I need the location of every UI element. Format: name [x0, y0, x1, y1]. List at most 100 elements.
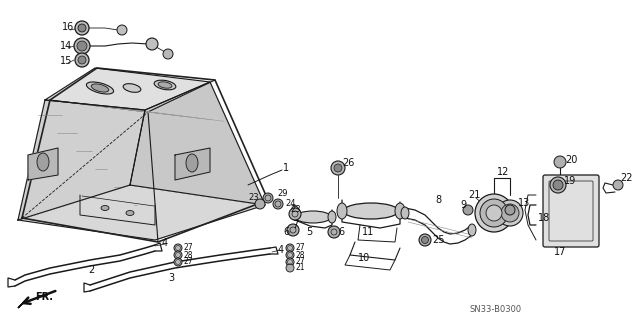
Text: 27: 27: [184, 257, 194, 266]
Text: 4: 4: [162, 238, 168, 248]
Ellipse shape: [101, 205, 109, 211]
Circle shape: [553, 180, 563, 190]
Polygon shape: [18, 100, 145, 220]
Circle shape: [163, 49, 173, 59]
Circle shape: [174, 244, 182, 252]
Polygon shape: [28, 148, 58, 180]
Ellipse shape: [486, 205, 502, 221]
Ellipse shape: [395, 203, 405, 219]
Polygon shape: [45, 68, 210, 110]
Ellipse shape: [37, 153, 49, 171]
Circle shape: [286, 251, 294, 259]
Circle shape: [334, 164, 342, 172]
Circle shape: [117, 25, 127, 35]
Ellipse shape: [328, 211, 336, 223]
Polygon shape: [175, 148, 210, 180]
Circle shape: [550, 177, 566, 193]
Ellipse shape: [92, 84, 109, 92]
Text: 28: 28: [296, 250, 305, 259]
Text: 23: 23: [248, 194, 259, 203]
Circle shape: [75, 53, 89, 67]
Circle shape: [505, 205, 515, 215]
Text: 21: 21: [468, 190, 481, 200]
Text: 29: 29: [277, 189, 287, 197]
Ellipse shape: [337, 203, 347, 219]
Text: 19: 19: [564, 176, 576, 186]
Ellipse shape: [291, 206, 299, 218]
Ellipse shape: [158, 82, 172, 88]
Circle shape: [75, 21, 89, 35]
Circle shape: [287, 224, 299, 236]
Text: 22: 22: [620, 173, 632, 183]
Text: 18: 18: [538, 213, 550, 223]
Text: 27: 27: [296, 243, 306, 253]
Polygon shape: [18, 185, 265, 240]
Text: 14: 14: [60, 41, 72, 51]
Text: 27: 27: [184, 243, 194, 253]
Ellipse shape: [86, 82, 113, 94]
Text: 10: 10: [358, 253, 371, 263]
Ellipse shape: [501, 204, 519, 222]
Circle shape: [263, 193, 273, 203]
Circle shape: [146, 38, 158, 50]
Circle shape: [419, 234, 431, 246]
Circle shape: [174, 251, 182, 259]
Ellipse shape: [295, 211, 331, 223]
Text: 26: 26: [342, 158, 355, 168]
Text: 21: 21: [296, 263, 305, 272]
Text: 20: 20: [565, 155, 577, 165]
Ellipse shape: [480, 199, 508, 227]
Circle shape: [78, 24, 86, 32]
Ellipse shape: [186, 154, 198, 172]
Text: 11: 11: [362, 227, 374, 237]
Text: 28: 28: [184, 250, 193, 259]
Text: 15: 15: [60, 56, 72, 66]
Text: 3: 3: [168, 273, 174, 283]
Ellipse shape: [475, 194, 513, 232]
Circle shape: [286, 258, 294, 266]
Circle shape: [255, 199, 265, 209]
Polygon shape: [18, 298, 28, 308]
Ellipse shape: [123, 84, 141, 92]
Circle shape: [74, 38, 90, 54]
FancyBboxPatch shape: [543, 175, 599, 247]
Text: 4: 4: [278, 245, 284, 255]
Circle shape: [613, 180, 623, 190]
Ellipse shape: [497, 200, 523, 226]
Circle shape: [289, 208, 301, 220]
Circle shape: [422, 236, 429, 243]
Ellipse shape: [468, 224, 476, 236]
Text: 27: 27: [296, 257, 306, 266]
Text: FR.: FR.: [35, 292, 53, 302]
Ellipse shape: [154, 80, 176, 90]
Circle shape: [463, 205, 473, 215]
Text: 1: 1: [283, 163, 289, 173]
Circle shape: [77, 41, 87, 51]
Text: 6: 6: [338, 227, 344, 237]
Circle shape: [331, 161, 345, 175]
Text: 12: 12: [497, 167, 509, 177]
Ellipse shape: [401, 207, 409, 219]
Polygon shape: [18, 82, 265, 220]
Ellipse shape: [126, 211, 134, 216]
Polygon shape: [130, 82, 265, 205]
Text: 24: 24: [285, 199, 296, 209]
Text: 23: 23: [290, 205, 301, 214]
Text: 2: 2: [88, 265, 94, 275]
Circle shape: [174, 258, 182, 266]
Text: 7: 7: [292, 220, 298, 230]
Text: 5: 5: [306, 227, 312, 237]
Text: 9: 9: [460, 200, 466, 210]
Text: SN33-B0300: SN33-B0300: [470, 306, 522, 315]
Circle shape: [273, 199, 283, 209]
Circle shape: [554, 156, 566, 168]
Text: 6: 6: [283, 227, 289, 237]
Text: 17: 17: [554, 247, 566, 257]
Ellipse shape: [344, 203, 399, 219]
Circle shape: [78, 56, 86, 64]
Circle shape: [286, 264, 294, 272]
Circle shape: [328, 226, 340, 238]
Text: 8: 8: [435, 195, 441, 205]
Text: 16: 16: [62, 22, 74, 32]
Text: 25: 25: [432, 235, 445, 245]
